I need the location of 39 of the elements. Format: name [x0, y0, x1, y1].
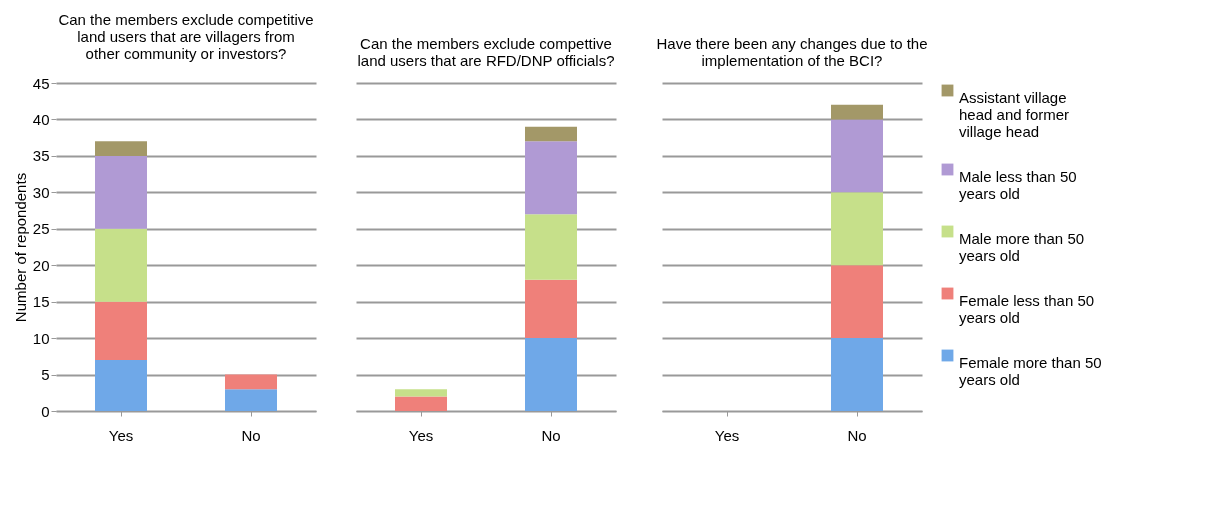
bar: [95, 359, 147, 411]
y-tick-label: 15: [32, 293, 50, 311]
x-tick-label: No: [541, 426, 561, 444]
bar: [525, 279, 577, 339]
bar: [95, 228, 147, 302]
bar: [395, 396, 447, 411]
legend-label: Assistant village head and former village head: [959, 88, 1070, 140]
bar: [525, 214, 577, 280]
y-tick-label: 5: [41, 366, 50, 384]
x-tick-label: Yes: [714, 426, 740, 444]
y-tick-label: 45: [32, 74, 50, 92]
y-tick-label: 0: [41, 402, 50, 420]
bar: [225, 389, 277, 411]
bar: [395, 389, 447, 397]
y-tick-label: 10: [32, 329, 50, 347]
chart-title: Can the members exclude competitive land users that are villagers from other community or investors?: [58, 11, 314, 62]
bar: [525, 126, 577, 142]
y-tick-label: 40: [32, 110, 50, 128]
bar: [95, 301, 147, 360]
y-tick-label: 25: [32, 220, 50, 238]
bar: [95, 155, 147, 229]
legend-label: Female less than 50 years old: [959, 291, 1095, 326]
bar: [525, 141, 577, 215]
x-tick-label: No: [847, 426, 867, 444]
x-tick-label: Yes: [108, 426, 134, 444]
y-axis-title: Number of repondents: [11, 172, 29, 323]
y-tick-label: 30: [32, 183, 50, 201]
chart-title: Can the members exclude compettive land users that are RFD/DNP officials?: [357, 35, 615, 69]
legend-label: Female more than 50 years old: [959, 353, 1102, 388]
bar: [525, 338, 577, 411]
bar: [95, 141, 147, 156]
chart-title: Have there been any changes due to the implementation of the BCI?: [656, 35, 928, 69]
x-tick-label: No: [241, 426, 261, 444]
y-tick-label: 20: [32, 256, 50, 274]
legend-label: Male more than 50 years old: [959, 229, 1085, 264]
legend-label: Male less than 50 years old: [959, 167, 1077, 202]
bar: [225, 374, 277, 390]
x-tick-label: Yes: [408, 426, 434, 444]
y-tick-label: 35: [32, 147, 50, 165]
